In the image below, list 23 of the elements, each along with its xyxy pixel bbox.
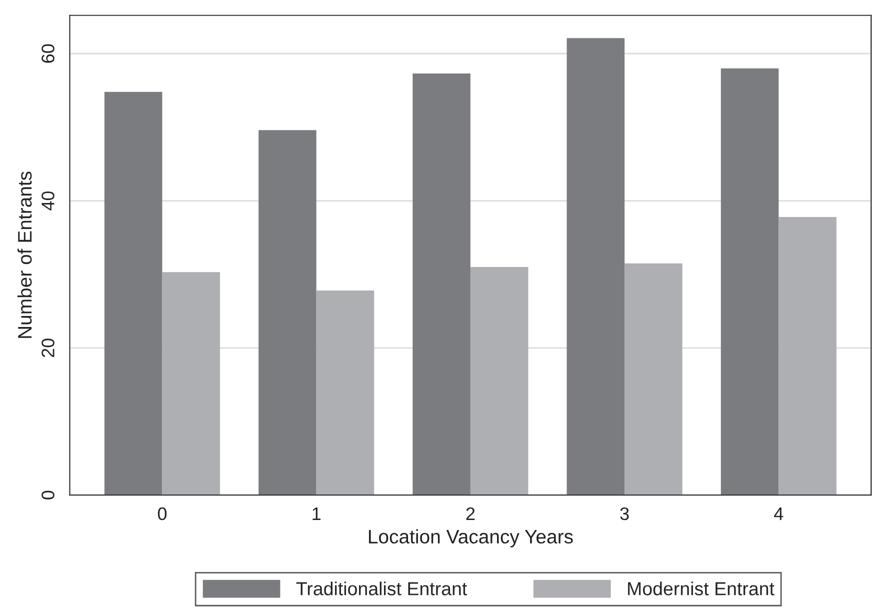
bar [104, 92, 162, 496]
y-tick-label: 20 [42, 338, 54, 358]
y-tick-label: 60 [42, 44, 54, 63]
x-tick-label: 3 [620, 507, 629, 520]
x-tick-label: 4 [774, 508, 784, 520]
bar [316, 290, 374, 496]
bar [258, 130, 316, 496]
bar [778, 216, 836, 496]
y-axis-title: Number of Entrants [17, 172, 32, 338]
x-axis-title: Location Vacancy Years [368, 529, 573, 548]
bar [720, 68, 779, 496]
x-tick-label: 0 [158, 507, 167, 520]
y-tick-label: 0 [42, 490, 54, 500]
legend-label: Modernist Entrant [628, 582, 774, 596]
bar [470, 266, 528, 496]
bar [566, 38, 625, 496]
x-tick-label: 1 [312, 508, 320, 520]
bar [412, 74, 470, 496]
legend-label: Traditionalist Entrant [296, 582, 468, 596]
y-tick-label: 40 [42, 191, 54, 210]
x-tick-label: 2 [466, 507, 475, 520]
bar [162, 272, 220, 496]
bar [624, 263, 682, 496]
